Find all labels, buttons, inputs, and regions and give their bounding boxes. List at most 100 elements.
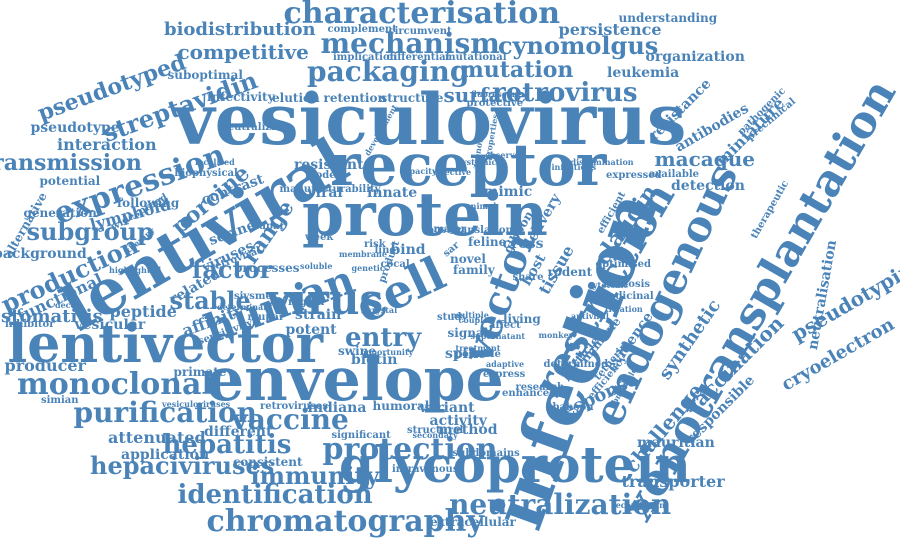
- cloud-word: indiana: [307, 400, 367, 416]
- cloud-word: family: [453, 263, 495, 277]
- cloud-word: antiviral: [571, 311, 609, 321]
- cloud-word: humoral: [372, 399, 430, 413]
- cloud-word: background: [0, 246, 87, 262]
- cloud-word: soluble: [300, 261, 333, 271]
- cloud-word: vaccine: [231, 403, 349, 436]
- cloud-word: mechanism: [320, 27, 500, 60]
- cloud-word: signal: [447, 326, 489, 340]
- cloud-word: producer: [4, 356, 86, 375]
- cloud-word: extracellular: [430, 515, 516, 529]
- cloud-word: supernatant: [470, 331, 526, 341]
- cloud-word: elution: [272, 91, 320, 105]
- cloud-word: opportunity: [360, 347, 414, 357]
- cloud-word: detection: [671, 178, 745, 194]
- cloud-word: determinant: [217, 302, 273, 312]
- cloud-word: line: [374, 245, 396, 256]
- cloud-word: dissemination: [570, 157, 634, 167]
- cloud-word: mupar: [247, 312, 285, 323]
- cloud-word: protection: [322, 432, 498, 467]
- cloud-word: suboptimal: [167, 68, 243, 82]
- cloud-word: highlighted: [109, 265, 162, 275]
- cloud-word: packaging: [307, 55, 470, 88]
- cloud-word: stomatitis: [1, 306, 103, 327]
- cloud-word: protein: [302, 180, 548, 250]
- cloud-word: study: [437, 312, 468, 323]
- cloud-word: transmission: [0, 150, 142, 176]
- cloud-word: available: [649, 169, 699, 180]
- cloud-word: systemic: [457, 157, 497, 167]
- cloud-word: multiple: [451, 310, 489, 320]
- cloud-word: attenuated: [108, 428, 206, 447]
- cloud-word: infectivity: [207, 90, 275, 104]
- cloud-word: macaque: [654, 147, 756, 171]
- cloud-word: neutralization: [449, 488, 672, 521]
- cloud-word: fluorescent: [471, 89, 522, 99]
- cloud-word: persistence: [558, 20, 662, 39]
- cloud-word: processes: [234, 261, 300, 275]
- cloud-word: variant: [419, 400, 475, 416]
- cloud-word: retrovirus: [492, 78, 638, 108]
- cloud-word: titration: [605, 304, 643, 314]
- cloud-word: possible: [455, 349, 501, 360]
- cloud-word: mauritian: [637, 435, 715, 451]
- cloud-word: purification: [73, 396, 257, 429]
- cloud-word: stable: [169, 286, 251, 315]
- cloud-word: crystal: [367, 305, 398, 315]
- cloud-word: surface: [443, 83, 527, 107]
- cloud-word: share: [512, 272, 544, 283]
- cloud-word: vesiculovirus: [174, 78, 687, 161]
- cloud-word: observed: [485, 150, 526, 160]
- cloud-word: rodent: [547, 265, 593, 279]
- cloud-word: structural: [407, 425, 464, 436]
- cloud-word: differential: [386, 52, 450, 63]
- cloud-word: novel: [450, 252, 486, 266]
- cloud-word: medicinal: [598, 291, 654, 302]
- cloud-word: vesiculoviruses: [162, 399, 231, 409]
- cloud-word: entry: [345, 323, 422, 353]
- cloud-word: potent: [285, 322, 337, 338]
- cloud-word: bind: [390, 242, 426, 258]
- cloud-word: glycoprotein: [339, 435, 691, 494]
- cloud-word: region: [288, 297, 325, 308]
- cloud-word: expressed: [606, 170, 662, 181]
- cloud-word: research: [515, 382, 565, 393]
- cloud-word: spike: [445, 346, 487, 362]
- cloud-word: model: [305, 170, 340, 181]
- cloud-word: coupled: [458, 315, 494, 325]
- cloud-word: peptide: [109, 302, 177, 321]
- cloud-word: innate: [367, 185, 418, 201]
- cloud-word: pseudotype: [30, 120, 120, 136]
- cloud-word: factor: [192, 255, 273, 284]
- cloud-word: animal: [465, 201, 497, 211]
- cloud-word: resistant: [294, 157, 364, 173]
- cloud-word: mutational: [445, 52, 507, 63]
- cloud-word: effective: [433, 167, 472, 177]
- cloud-word: express: [483, 369, 526, 380]
- cloud-word: chromatography: [206, 504, 484, 539]
- cloud-word: complement: [327, 24, 397, 35]
- cloud-word: cocal: [380, 259, 410, 270]
- cloud-word: envelope: [206, 345, 504, 415]
- cloud-word: sivsme: [234, 291, 272, 302]
- cloud-word: hupar: [251, 221, 285, 232]
- cloud-word: monkey: [538, 330, 574, 340]
- cloud-word: decoy: [55, 300, 81, 310]
- cloud-word: determined: [543, 359, 609, 370]
- cloud-word: inhibitor: [5, 319, 55, 330]
- cloud-word: swine: [338, 344, 377, 358]
- cloud-word: potential: [39, 174, 101, 188]
- cloud-word: biophysical: [174, 168, 238, 179]
- cloud-word: virus: [266, 275, 384, 324]
- cloud-word: treatment: [455, 343, 501, 353]
- cloud-word: biotin: [351, 352, 398, 368]
- cloud-word: circumvent: [388, 26, 452, 37]
- cloud-word: retroviruses: [260, 401, 328, 412]
- cloud-word: primate: [173, 365, 227, 379]
- cloud-word: recombinant: [611, 500, 669, 510]
- cloud-word: characterisation: [283, 0, 561, 31]
- cloud-word: retention: [323, 91, 387, 105]
- cloud-word: cytotoxic: [588, 280, 629, 290]
- cloud-word: receptor: [330, 131, 607, 199]
- cloud-word: competitive: [177, 40, 309, 64]
- cloud-word: protective: [466, 98, 524, 109]
